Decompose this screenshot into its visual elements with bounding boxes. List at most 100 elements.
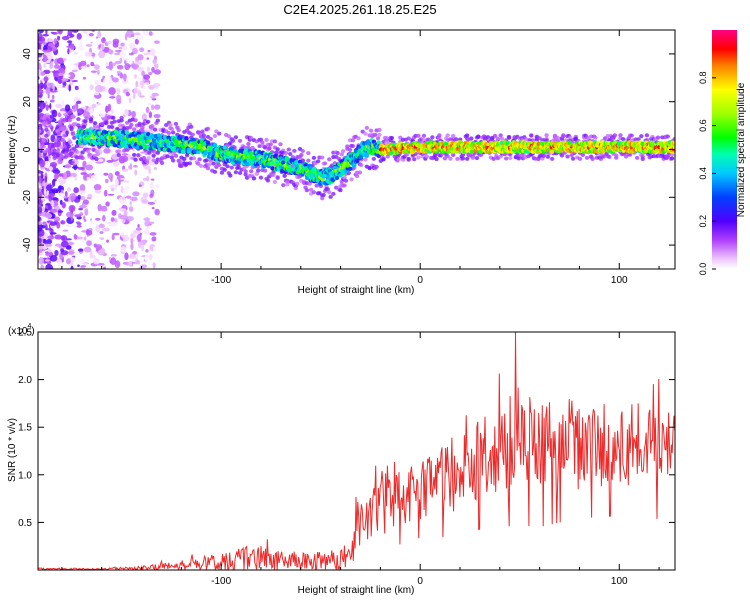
spectrogram-halo-cell [176,128,181,133]
spectrogram-halo-cell [584,155,590,160]
spectrogram-halo-cell [373,132,378,137]
spectrogram-noise-cell [90,174,98,183]
spectrogram-noise-cell [114,260,121,269]
spectrogram-halo-cell [311,190,317,195]
spectrogram-noise-cell [142,229,151,234]
spectrogram-noise-cell [121,153,129,156]
spectrogram-ridge-cell [229,146,235,151]
spectrogram-halo-cell [614,153,619,158]
spectrogram-noise-cell [151,207,155,210]
spectrogram-ridge-cell [334,175,340,181]
spectrogram-halo-cell [612,133,618,138]
spectrogram-halo-cell [634,155,640,160]
spectrogram-halo-cell [258,137,264,142]
spectrogram-noise-cell [135,217,139,224]
spectrogram-halo-cell [38,153,43,158]
spectrogram-noise-cell [151,236,157,242]
spectrogram-halo-cell [88,117,94,122]
snr-series-line [38,332,675,570]
spectrogram-halo-cell [655,135,661,140]
snr-scale-factor: (x104) [8,323,35,337]
spectrogram-halo-cell [460,156,466,161]
spectrogram-noise-cell [122,234,130,242]
spectrogram-noise-cell [40,224,46,229]
spectrogram-halo-cell [445,133,450,138]
spectrogram-halo-cell [76,117,81,122]
spectrogram-noise-cell [57,210,64,213]
spectrogram-halo-cell [169,126,174,131]
spectrogram-halo-cell [357,170,363,175]
spectrogram-halo-cell [265,178,271,183]
spectrogram-halo-cell [356,136,361,141]
spectrogram-halo-cell [48,124,53,129]
spectrogram-halo-cell [377,127,382,132]
spectrogram-noise-cell [102,75,106,79]
spectrogram-ridge-cell [672,140,675,145]
spectrogram-halo-cell [317,191,322,196]
spectrogram-halo-cell [328,194,333,199]
spectrogram-halo-cell [80,150,85,155]
spectrogram-xtick-label: 0 [417,275,423,286]
spectrogram-ridge-cell [196,149,201,155]
spectrogram-noise-cell [42,102,46,108]
spectrogram-noise-cell [65,238,72,241]
spectrogram-halo-cell [170,130,176,135]
spectrogram-halo-cell [246,141,251,146]
spectrogram-halo-cell [342,183,347,188]
spectrogram-noise-cell [38,30,44,34]
spectrogram-noise-cell [131,63,139,70]
snr-xlabel: Height of straight line (km) [298,585,415,596]
spectrogram-noise-cell [59,75,63,80]
spectrogram-noise-cell [149,48,156,56]
spectrogram-noise-cell [102,227,110,232]
spectrogram-halo-cell [350,138,356,143]
spectrogram-noise-cell [45,104,49,111]
spectrogram-noise-cell [75,221,81,224]
spectrogram-halo-cell [294,181,300,186]
spectrogram-halo-cell [233,135,239,140]
spectrogram-noise-cell [47,220,50,224]
spectrogram-halo-cell [85,149,91,154]
spectrogram-noise-cell [130,196,138,202]
snr-ylabel: SNR (10 * v/v) [7,418,18,482]
spectrogram-noise-cell [137,223,140,228]
spectrogram-halo-cell [590,156,595,161]
spectrogram-noise-cell [82,199,89,205]
spectrogram-halo-cell [311,155,317,160]
spectrogram-halo-cell [621,137,626,142]
spectrogram-ridge-cell [205,140,211,145]
spectrogram-noise-cell [86,176,90,181]
spectrogram-halo-cell [618,133,623,138]
spectrogram-noise-cell [142,192,149,198]
spectrogram-noise-cell [79,204,87,209]
spectrogram-noise-cell [148,168,151,174]
spectrogram-halo-cell [197,157,202,162]
spectrogram-halo-cell [94,124,99,129]
spectrogram-noise-cell [85,44,93,47]
spectrogram-halo-cell [41,138,46,143]
spectrogram-noise-cell [38,221,43,226]
spectrogram-noise-cell [108,76,113,85]
spectrogram-halo-cell [69,151,74,156]
spectrogram-noise-cell [69,172,77,178]
spectrogram-noise-cell [83,111,91,119]
spectrogram-halo-cell [264,137,269,142]
spectrogram-noise-cell [71,166,79,169]
spectrogram-noise-cell [53,37,58,45]
spectrogram-halo-cell [44,133,49,138]
spectrogram-noise-cell [138,184,142,188]
spectrogram-noise-cell [40,173,44,179]
spectrogram-halo-cell [314,183,319,188]
spectrogram-noise-cell [112,223,115,228]
spectrogram-noise-cell [38,169,42,174]
spectrogram-noise-cell [109,96,116,99]
spectrogram-noise-cell [83,219,87,222]
spectrogram-noise-cell [52,83,55,92]
snr-ytick-label: 0.5 [18,518,32,529]
spectrogram-noise-cell [154,208,160,216]
spectrogram-noise-cell [104,87,108,93]
spectrogram-noise-cell [128,260,133,267]
spectrogram-halo-cell [62,118,67,123]
spectrogram-noise-cell [67,48,70,55]
spectrogram-noise-cell [107,40,112,45]
